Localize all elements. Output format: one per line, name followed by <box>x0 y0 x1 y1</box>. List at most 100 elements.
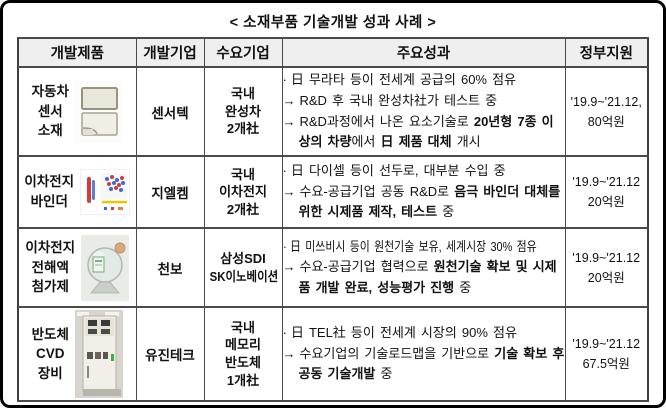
header-achievements: 주요성과 <box>281 37 566 68</box>
demand-company-line: 국내 <box>231 166 255 182</box>
achievement-text: 日 TEL社 등이 전세계 시장의 90% 점유 <box>290 325 517 341</box>
page-title: < 소재부품 기술개발 성과 사례 > <box>229 15 437 31</box>
binder-diagram-icon <box>80 169 131 215</box>
product-name-line: 센서 <box>37 103 63 119</box>
cell-achievements: · 日 무라타 등이 전세계 공급의 60% 점유 → R&D 후 국내 완성차社가 … <box>281 66 566 157</box>
demand-company-line: 국내 <box>231 86 255 102</box>
cell-achievements: · 日 미쓰비시 등이 원천기술 보유, 세계시장 30% 점유 → 수요-공급기업 … <box>281 227 566 308</box>
achievement-line: → 수요기업의 기술로드맵을 기반으로 기술 확보 후 공동 기술개발 중 <box>283 344 565 385</box>
achievement-text: 수요-공급기업 협력으로 <box>299 259 434 275</box>
table-row: 자동차 센서 소재 센서텍 국내 완성차 2개社 · 日 무라타 등이 전세계 공급의 60%… <box>17 66 649 157</box>
flask-icon <box>81 234 130 301</box>
bullet-marker: · <box>282 72 287 88</box>
cell-gov-support: '19.9~'21.12 67.5억원 <box>564 306 649 402</box>
cell-gov-support: '19.9~'21.12 20억원 <box>564 227 649 308</box>
header-gov-support: 정부지원 <box>564 37 649 68</box>
achievement-text: 수요-공급기업 공동 R&D로 <box>299 183 455 199</box>
gov-support-line: '19.9~'21.12 <box>572 337 641 351</box>
achievement-line: → R&D 후 국내 완성차社가 테스트 중 <box>283 91 565 112</box>
sensor-material-photo <box>74 80 123 143</box>
cell-developer: 유진테크 <box>135 306 205 402</box>
product-name-line: 이차전지 <box>24 174 75 190</box>
achievement-line: → 수요-공급기업 공동 R&D로 음극 바인더 대체를 위한 시제품 제작, 테… <box>283 182 565 223</box>
table-row: 반도체 CVD 장비 유진테크 국내 메모리 반도체 1개社 · 日 TEL社 등이 전세계 시… <box>17 306 649 402</box>
achievement-text-bold: 20년형 7종 이상의 차량 <box>298 113 554 150</box>
achievement-text: 수요기업의 기술로드맵을 기반으로 <box>299 345 495 361</box>
cell-developer: 지엘켐 <box>135 155 205 229</box>
header-buyer: 수요기업 <box>203 37 283 68</box>
gov-support-line: 20억원 <box>587 195 625 209</box>
demand-company-line: 2개社 <box>226 201 260 217</box>
bullet-marker: · <box>282 238 287 254</box>
header-product: 개발제품 <box>17 37 137 68</box>
achievement-text: 에서 <box>351 134 381 150</box>
header-row: 개발제품 개발기업 수요기업 주요성과 정부지원 <box>17 37 649 68</box>
achievement-text: 개시 <box>451 134 481 150</box>
achievement-text: R&D 후 국내 완성차社가 테스트 중 <box>299 92 498 108</box>
arrow-marker: → <box>282 259 296 275</box>
achievement-line: → R&D과정에서 나온 요소기술로 20년형 7종 이상의 차량에서 日 제품 … <box>283 112 565 153</box>
demand-company-line: 반도체 <box>225 355 261 370</box>
binder-diagram-photo <box>80 169 131 215</box>
cell-developer: 천보 <box>135 227 205 308</box>
product-name-line: 첨가제 <box>31 279 69 295</box>
achievement-text-bold: 日 제품 대체 <box>380 134 452 150</box>
achievements-table: 개발제품 개발기업 수요기업 주요성과 정부지원 자동차 센서 소재 센서텍 국내 완성… <box>17 37 649 402</box>
demand-company-line: 삼성SDI <box>220 250 266 266</box>
achievement-line: · 日 무라타 등이 전세계 공급의 60% 점유 <box>283 70 565 91</box>
gov-support-line: '19.9~'21.12 <box>572 175 641 189</box>
achievement-text-bold: 음극 바인더 대체를 위한 시제품 제작, 테스트 <box>298 183 561 220</box>
product-name-line: 소재 <box>37 123 63 139</box>
achievement-text-bold: 기술 확보 후 공동 기술개발 <box>298 345 565 382</box>
demand-company-line: 이차전지 <box>219 184 267 200</box>
demand-company-line: 완성차 <box>225 103 261 119</box>
sensor-chips-icon <box>74 80 123 143</box>
achievement-text: 중 <box>375 366 393 382</box>
cell-demand-company: 국내 완성차 2개社 <box>203 66 283 157</box>
gov-support-line: 67.5억원 <box>582 357 630 371</box>
product-name-line: 반도체 <box>31 326 69 342</box>
product-name-line: 자동차 <box>31 84 69 100</box>
demand-company-line: 메모리 <box>225 337 261 353</box>
demand-company-line: SK이노베이션 <box>209 268 278 284</box>
demand-company-line: 국내 <box>231 319 255 335</box>
product-name-line: 바인더 <box>30 194 68 209</box>
product-name: 반도체 CVD 장비 <box>32 325 69 384</box>
cell-gov-support: '19.9~'21.12, 80억원 <box>564 66 649 157</box>
cell-achievements: · 日 TEL社 등이 전세계 시장의 90% 점유 → 수요기업의 기술로드맵을 기… <box>281 306 566 402</box>
demand-company-line: 1개社 <box>226 372 260 388</box>
achievement-text: 중 <box>437 204 455 220</box>
product-name-line: 전해액 <box>31 259 69 275</box>
product-name-line: CVD <box>35 346 65 362</box>
product-name-line: 이차전지 <box>25 240 76 256</box>
cvd-equipment-photo <box>74 310 123 398</box>
cell-product: 반도체 CVD 장비 <box>17 306 137 402</box>
bullet-marker: · <box>282 325 287 341</box>
cell-demand-company: 삼성SDI SK이노베이션 <box>203 227 283 308</box>
gov-support-line: '19.9~'21.12 <box>572 250 641 265</box>
achievement-text: 日 미쓰비시 등이 원천기술 보유, 세계시장 30% 점유 <box>289 238 537 254</box>
cvd-machine-icon <box>74 310 123 398</box>
achievement-text: R&D과정에서 나온 요소기술로 <box>299 113 474 129</box>
product-name-line: 장비 <box>37 365 63 381</box>
gov-support-line: '19.9~'21.12, <box>570 94 642 109</box>
cell-achievements: · 日 다이셀 등이 선두로, 대부분 수입 중 → 수요-공급기업 공동 R&D로 … <box>281 155 566 229</box>
gov-support-line: 20억원 <box>587 270 625 285</box>
table-row: 이차전지 바인더 지엘켐 국내 이차전지 2개社 · 日 다이셀 등이 선두로, 대부분 수… <box>17 155 649 229</box>
achievement-text: 日 다이셀 등이 선두로, 대부분 수입 중 <box>290 163 506 179</box>
arrow-marker: → <box>282 92 296 108</box>
achievement-line: · 日 미쓰비시 등이 원천기술 보유, 세계시장 30% 점유 <box>282 237 537 258</box>
gov-support-line: 80억원 <box>587 114 625 129</box>
bullet-marker: · <box>282 163 287 179</box>
demand-company-line: 2개社 <box>226 121 260 137</box>
